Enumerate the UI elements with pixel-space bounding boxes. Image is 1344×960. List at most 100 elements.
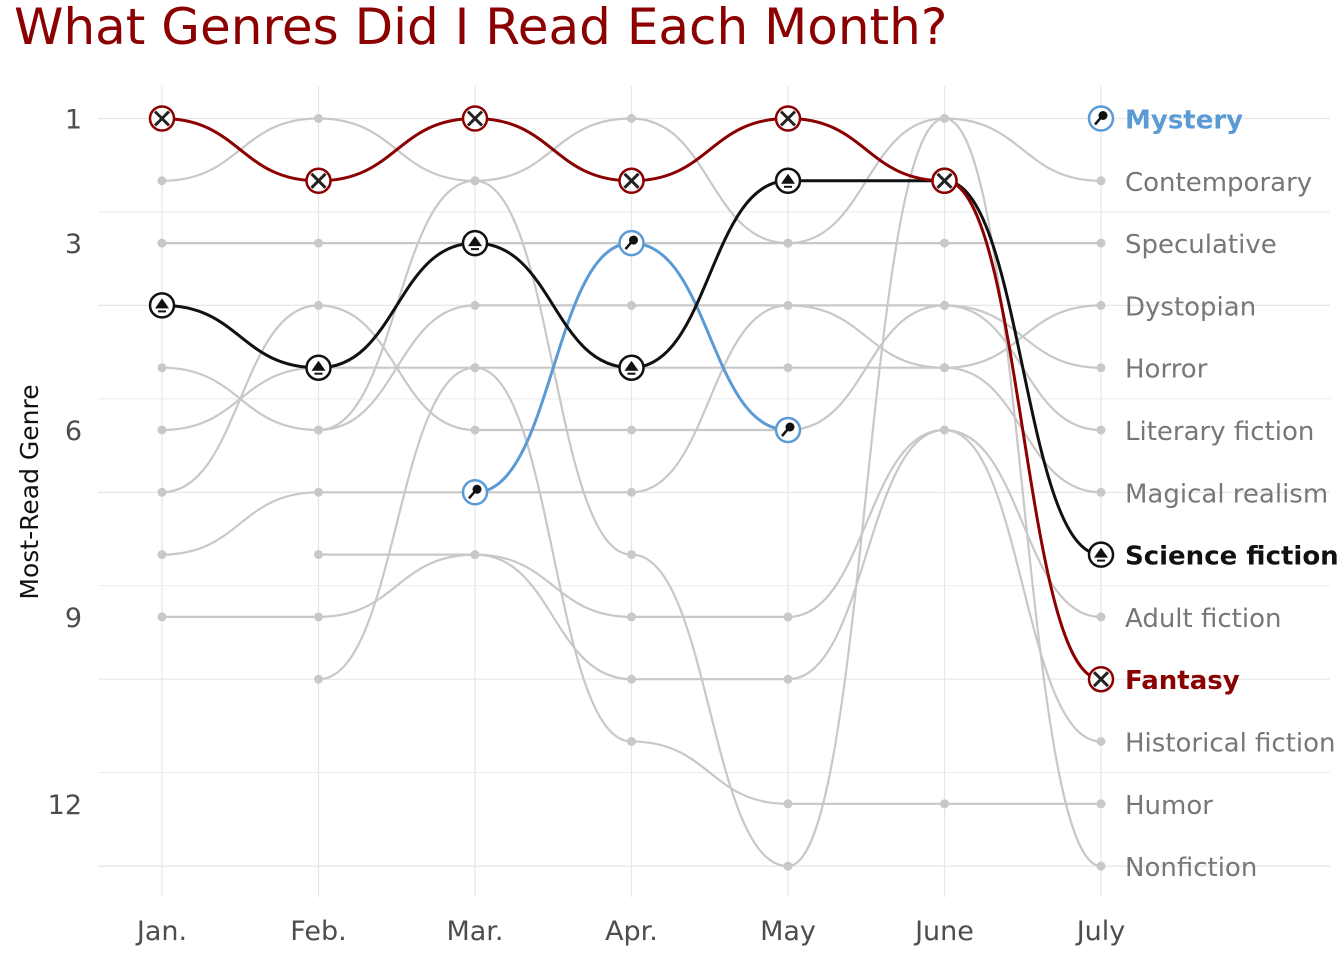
x-tick-label: Jan. [135, 916, 187, 947]
series-labels: Contemporary Speculative Dystopian Horror Li… [1125, 106, 1339, 884]
rocket-icon [624, 360, 639, 375]
sword-icon [1092, 671, 1110, 688]
series-label-contemporary: Contemporary [1125, 168, 1312, 198]
point-fantasy [148, 105, 176, 132]
series-label-magical-realism: Magical realism [1125, 479, 1328, 509]
y-tick-label: 9 [65, 603, 82, 634]
series-line-science-fiction [161, 179, 1102, 557]
x-tick-label: Apr. [605, 916, 658, 947]
point-magical-realism [314, 487, 323, 497]
sword-icon [779, 110, 797, 127]
series-label-speculative: Speculative [1125, 230, 1277, 260]
point-historical-fiction [1096, 737, 1106, 746]
point-literary-fiction [470, 425, 480, 435]
rocket-icon [1094, 547, 1108, 562]
x-tick-label: July [1075, 916, 1126, 947]
point-contemporary [314, 114, 323, 123]
point-fantasy [774, 105, 802, 132]
point-dystopian [783, 363, 793, 373]
point-literary-fiction [314, 300, 323, 310]
point-adult-fiction [157, 612, 167, 622]
axes: Jan. Feb. Mar. Apr. May June July 1 3 6 9 12 Most-Re… [15, 105, 1125, 948]
sword-icon [936, 172, 953, 189]
point-speculative [314, 238, 323, 248]
point-nonfiction [1096, 861, 1106, 871]
y-tick-label: 3 [65, 229, 82, 260]
magnifier-icon [624, 235, 638, 250]
x-tick-label: June [913, 916, 974, 947]
rocket-icon [781, 173, 795, 188]
series-label-humor: Humor [1125, 791, 1213, 821]
point-magical-realism [1096, 487, 1106, 497]
series-line-adult-fiction [162, 428, 1102, 619]
y-tick-label: 6 [65, 416, 82, 447]
series-label-fantasy: Fantasy [1125, 666, 1240, 696]
point-nonfiction [314, 425, 323, 435]
rocket-icon [311, 360, 326, 375]
point-adult-fiction [627, 612, 636, 622]
point-humor [940, 799, 949, 809]
point-nonfiction [470, 176, 480, 186]
magnifier-icon [1094, 111, 1108, 126]
x-tick-label: Feb. [290, 916, 346, 947]
point-nonfiction [627, 550, 636, 560]
point-science-fiction [774, 167, 802, 195]
point-historical-fiction [940, 425, 949, 435]
y-tick-label: 1 [65, 105, 82, 136]
point-mystery [618, 229, 645, 257]
point-mystery [461, 479, 489, 506]
point-historical-fiction [783, 674, 793, 684]
point-contemporary [157, 176, 167, 186]
sword-icon [310, 172, 327, 189]
y-axis-label: Most-Read Genre [15, 384, 44, 599]
point-speculative [157, 238, 167, 248]
point-literary-fiction [940, 300, 949, 310]
chart-title: What Genres Did I Read Each Month? [14, 0, 948, 56]
point-adult-fiction [314, 612, 323, 622]
point-horror [157, 363, 167, 373]
point-humor [1096, 799, 1106, 809]
point-magical-realism [940, 363, 949, 373]
series-points [148, 105, 1115, 871]
point-historical-fiction [470, 550, 480, 560]
point-horror [470, 300, 480, 310]
point-contemporary [627, 114, 636, 123]
rocket-icon [155, 298, 169, 313]
series-label-literary-fiction: Literary fiction [1125, 417, 1314, 447]
x-tick-label: May [760, 916, 816, 947]
point-horror [627, 300, 636, 310]
point-magical-realism [783, 300, 793, 310]
sword-icon [623, 172, 640, 189]
point-fantasy [1087, 665, 1115, 693]
point-fantasy [931, 167, 958, 195]
point-historical-fiction [627, 674, 636, 684]
point-adult-fiction [783, 612, 793, 622]
point-contemporary [1096, 176, 1106, 186]
point-historical-fiction [314, 550, 323, 560]
point-science-fiction [1087, 541, 1115, 568]
magnifier-icon [781, 422, 795, 437]
series-label-horror: Horror [1125, 355, 1208, 385]
point-humor [314, 674, 323, 684]
point-humor [470, 363, 480, 373]
point-adult-fiction [1096, 612, 1106, 622]
point-fantasy [305, 167, 332, 195]
x-tick-label: Mar. [446, 916, 503, 947]
rocket-icon [468, 236, 482, 251]
point-humor [783, 799, 793, 809]
series-label-dystopian: Dystopian [1125, 292, 1256, 322]
point-literary-fiction [157, 487, 167, 497]
point-nonfiction [940, 114, 949, 123]
point-horror [1096, 363, 1106, 373]
point-mystery [1087, 105, 1115, 132]
y-tick-label: 12 [48, 790, 82, 821]
point-fantasy [461, 105, 489, 132]
sword-icon [466, 110, 484, 127]
point-speculative [940, 238, 949, 248]
point-dystopian [1096, 300, 1106, 310]
point-science-fiction [618, 354, 645, 381]
point-humor [627, 737, 636, 746]
point-nonfiction [783, 861, 793, 871]
point-speculative [783, 238, 793, 248]
